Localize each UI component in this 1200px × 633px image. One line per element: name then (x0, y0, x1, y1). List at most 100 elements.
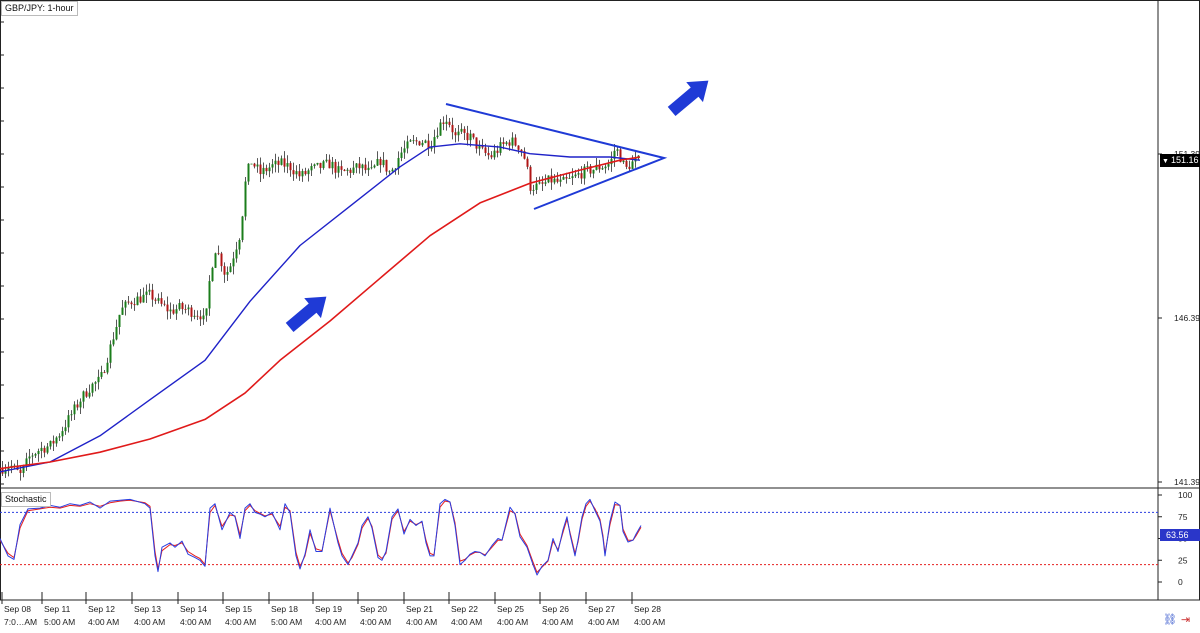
candle-body (520, 149, 523, 152)
candle-body (91, 383, 94, 393)
candle-body (454, 132, 457, 136)
candle-body (70, 414, 73, 416)
time-tick-label: 4:00 AM (588, 617, 619, 627)
candle-body (97, 376, 100, 383)
candle-body (484, 147, 487, 153)
stoch-tick-label: 0 (1178, 577, 1183, 587)
candle-body (346, 169, 349, 171)
price-tick-label: 141.39 (1174, 477, 1200, 487)
candle-body (325, 159, 328, 162)
candle-body (160, 298, 163, 304)
candle-body (487, 152, 490, 156)
candle-body (337, 166, 340, 173)
candle-body (244, 181, 247, 217)
candle-body (370, 167, 373, 169)
candle-body (451, 124, 454, 133)
candle-body (55, 437, 58, 444)
candle-body (565, 177, 568, 179)
candle-body (511, 137, 514, 146)
candle-body (58, 436, 61, 438)
date-tick-label: Sep 08 (4, 604, 31, 614)
candle-body (109, 344, 112, 363)
candle-body (136, 296, 139, 306)
time-tick-label: 4:00 AM (634, 617, 665, 627)
time-tick-label: 4:00 AM (497, 617, 528, 627)
candle-body (202, 315, 205, 320)
candle-body (361, 164, 364, 169)
candle-body (568, 178, 571, 179)
candle-body (229, 266, 232, 272)
candle-body (307, 170, 310, 175)
breakout-arrow-icon (667, 80, 709, 117)
date-tick-label: Sep 12 (88, 604, 115, 614)
candle-body (574, 174, 577, 177)
disconnect-icon[interactable]: ⇥ (1180, 614, 1191, 626)
candle-body (580, 173, 583, 179)
stoch-tick-label: 25 (1178, 555, 1188, 565)
link-icon[interactable]: ⛓ (1163, 614, 1177, 626)
candle-body (235, 249, 238, 259)
ma-fast-line (0, 143, 641, 473)
candle-body (322, 161, 325, 168)
candle-body (142, 294, 145, 303)
candle-body (592, 169, 595, 174)
date-tick-label: Sep 25 (497, 604, 524, 614)
time-tick-label: 4:00 AM (225, 617, 256, 627)
candle-body (28, 456, 31, 459)
candle-body (379, 159, 382, 166)
candle-body (163, 303, 166, 305)
candle-body (100, 372, 103, 377)
candle-body (385, 159, 388, 172)
candle-body (181, 303, 184, 310)
candle-body (241, 216, 244, 241)
candle-body (589, 166, 592, 174)
candle-body (349, 169, 352, 173)
candle-body (64, 427, 67, 432)
candle-body (397, 157, 400, 169)
date-tick-label: Sep 20 (360, 604, 387, 614)
candle-body (439, 122, 442, 136)
candle-body (232, 258, 235, 267)
candle-body (421, 142, 424, 146)
candle-body (340, 166, 343, 170)
candle-body (214, 253, 217, 268)
candle-body (76, 404, 79, 408)
candle-body (157, 298, 160, 301)
candle-body (139, 296, 142, 303)
candle-body (376, 159, 379, 166)
candle-body (373, 165, 376, 168)
candle-body (472, 133, 475, 138)
price-marker-icon: ▼ (1162, 158, 1169, 165)
candle-body (577, 173, 580, 175)
candle-body (130, 302, 133, 305)
stoch-tick-label: 75 (1178, 512, 1188, 522)
chart-frame (0, 0, 1200, 601)
current-stoch-tag: 63.56 (1160, 529, 1200, 541)
candle-body (607, 164, 610, 167)
uptrend-arrow-icon-shape (285, 296, 327, 333)
time-tick-label: 5:00 AM (44, 617, 75, 627)
candle-body (166, 304, 169, 312)
candle-body (382, 159, 385, 166)
candle-body (616, 149, 619, 151)
candle-body (4, 470, 7, 474)
candle-body (364, 164, 367, 171)
candle-body (403, 148, 406, 153)
time-tick-label: 4:00 AM (315, 617, 346, 627)
triangle-pattern (445, 103, 668, 210)
current-price-tag: ▼ 151.16 (1160, 154, 1200, 167)
candle-body (226, 271, 229, 275)
candle-body (118, 314, 121, 327)
candle-body (112, 339, 115, 345)
candle-body (292, 170, 295, 175)
candle-body (631, 161, 634, 169)
candle-body (562, 177, 565, 180)
candle-body (343, 169, 346, 171)
candle-body (538, 182, 541, 184)
candle-body (595, 164, 598, 170)
candle-body (250, 163, 253, 165)
current-stoch-value: 63.56 (1166, 530, 1189, 540)
candle-body (475, 137, 478, 149)
